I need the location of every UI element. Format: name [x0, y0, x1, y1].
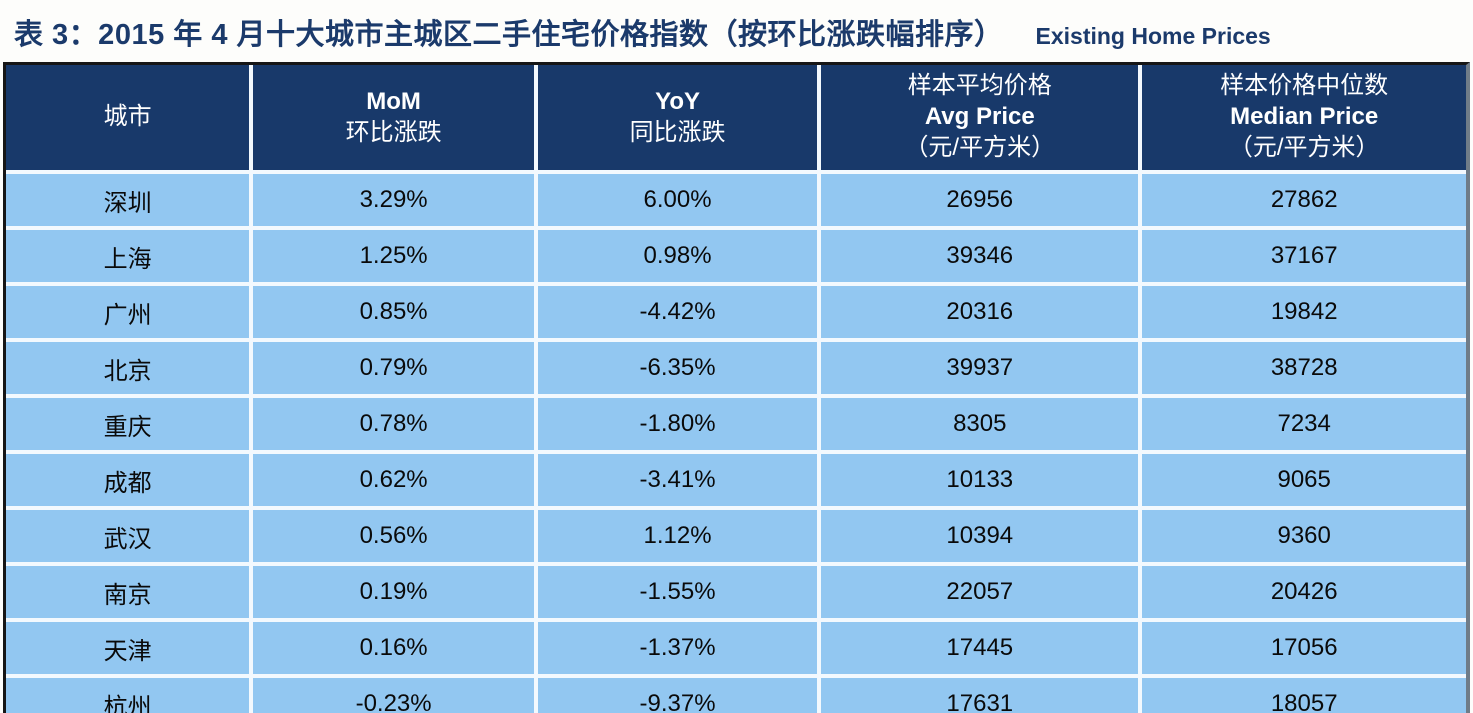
table-row: 成都 0.62% -3.41% 10133 9065	[6, 450, 1466, 510]
cell-median-price: 38728	[1138, 338, 1466, 398]
col-header-median-unit: （元/平方米）	[1228, 133, 1380, 161]
cell-median-price: 20426	[1138, 562, 1466, 622]
col-header-median-price: 样本价格中位数 Median Price （元/平方米）	[1138, 65, 1466, 174]
cell-avg-price: 39937	[817, 338, 1143, 398]
table-row: 天津 0.16% -1.37% 17445 17056	[6, 618, 1466, 678]
col-header-yoy-zh: 同比涨跌	[629, 118, 726, 146]
cell-median-price: 7234	[1138, 394, 1466, 454]
cell-city: 南京	[6, 562, 254, 622]
table-row: 深圳 3.29% 6.00% 26956 27862	[6, 170, 1466, 230]
col-header-avg-en: Avg Price	[924, 103, 1035, 131]
cell-yoy: -1.80%	[533, 394, 822, 454]
cell-yoy: -6.35%	[533, 338, 822, 398]
cell-yoy: -1.37%	[533, 618, 822, 678]
cell-city: 广州	[6, 282, 254, 342]
table-title-english: Existing Home Prices	[1035, 23, 1271, 49]
cell-avg-price: 17445	[817, 618, 1143, 678]
cell-median-price: 27862	[1138, 170, 1466, 230]
table-row: 南京 0.19% -1.55% 22057 20426	[6, 562, 1466, 622]
table-row: 北京 0.79% -6.35% 39937 38728	[6, 338, 1466, 398]
cell-yoy: -4.42%	[533, 282, 822, 342]
col-header-city-label: 城市	[103, 103, 152, 131]
cell-median-price: 17056	[1138, 618, 1466, 678]
cell-mom: 0.16%	[249, 618, 538, 678]
cell-avg-price: 26956	[817, 170, 1143, 230]
cell-mom: 0.85%	[249, 282, 538, 342]
cell-mom: 0.79%	[249, 338, 538, 398]
cell-median-price: 9065	[1138, 450, 1466, 510]
cell-avg-price: 8305	[817, 394, 1143, 454]
col-header-avg-unit: （元/平方米）	[904, 133, 1056, 161]
cell-city: 天津	[6, 618, 254, 678]
cell-median-price: 9360	[1138, 506, 1466, 566]
cell-avg-price: 20316	[817, 282, 1143, 342]
col-header-yoy-en: YoY	[655, 87, 701, 115]
cell-mom: 3.29%	[249, 170, 538, 230]
cell-city: 上海	[6, 226, 254, 286]
cell-city: 成都	[6, 450, 254, 510]
cell-yoy: 0.98%	[533, 226, 822, 286]
col-header-yoy: YoY 同比涨跌	[533, 65, 822, 174]
cell-median-price: 18057	[1138, 674, 1466, 713]
col-header-mom-zh: 环比涨跌	[345, 118, 442, 146]
cell-avg-price: 39346	[817, 226, 1143, 286]
table-row: 杭州 -0.23% -9.37% 17631 18057	[6, 674, 1466, 713]
col-header-median-zh: 样本价格中位数	[1220, 72, 1389, 100]
existing-home-prices-table: 城市 MoM 环比涨跌 YoY 同比涨跌 样本平均价格 Avg Price （元…	[6, 65, 1466, 713]
table-row: 武汉 0.56% 1.12% 10394 9360	[6, 506, 1466, 566]
cell-median-price: 37167	[1138, 226, 1466, 286]
col-header-avg-zh: 样本平均价格	[907, 72, 1052, 100]
table-row: 上海 1.25% 0.98% 39346 37167	[6, 226, 1466, 286]
cell-median-price: 19842	[1138, 282, 1466, 342]
col-header-city: 城市	[6, 65, 254, 174]
header-row: 城市 MoM 环比涨跌 YoY 同比涨跌 样本平均价格 Avg Price （元…	[6, 65, 1466, 174]
cell-yoy: -3.41%	[533, 450, 822, 510]
col-header-avg-price: 样本平均价格 Avg Price （元/平方米）	[817, 65, 1143, 174]
cell-mom: -0.23%	[249, 674, 538, 713]
cell-mom: 0.62%	[249, 450, 538, 510]
col-header-mom: MoM 环比涨跌	[249, 65, 538, 174]
col-header-median-en: Median Price	[1230, 103, 1379, 131]
cell-mom: 0.56%	[249, 506, 538, 566]
price-table-frame: 城市 MoM 环比涨跌 YoY 同比涨跌 样本平均价格 Avg Price （元…	[3, 62, 1470, 713]
cell-city: 北京	[6, 338, 254, 398]
cell-city: 深圳	[6, 170, 254, 230]
cell-city: 杭州	[6, 674, 254, 713]
cell-mom: 1.25%	[249, 226, 538, 286]
table-title-chinese: 表 3：2015 年 4 月十大城市主城区二手住宅价格指数（按环比涨跌幅排序）	[14, 19, 1004, 51]
cell-mom: 0.19%	[249, 562, 538, 622]
cell-yoy: 1.12%	[533, 506, 822, 566]
cell-yoy: -9.37%	[533, 674, 822, 713]
col-header-mom-en: MoM	[366, 87, 421, 115]
cell-avg-price: 17631	[817, 674, 1143, 713]
cell-avg-price: 22057	[817, 562, 1143, 622]
title-bar: 表 3：2015 年 4 月十大城市主城区二手住宅价格指数（按环比涨跌幅排序） …	[0, 0, 1473, 62]
cell-mom: 0.78%	[249, 394, 538, 454]
cell-yoy: -1.55%	[533, 562, 822, 622]
cell-avg-price: 10133	[817, 450, 1143, 510]
cell-city: 重庆	[6, 394, 254, 454]
table-row: 广州 0.85% -4.42% 20316 19842	[6, 282, 1466, 342]
table-row: 重庆 0.78% -1.80% 8305 7234	[6, 394, 1466, 454]
cell-yoy: 6.00%	[533, 170, 822, 230]
cell-avg-price: 10394	[817, 506, 1143, 566]
cell-city: 武汉	[6, 506, 254, 566]
